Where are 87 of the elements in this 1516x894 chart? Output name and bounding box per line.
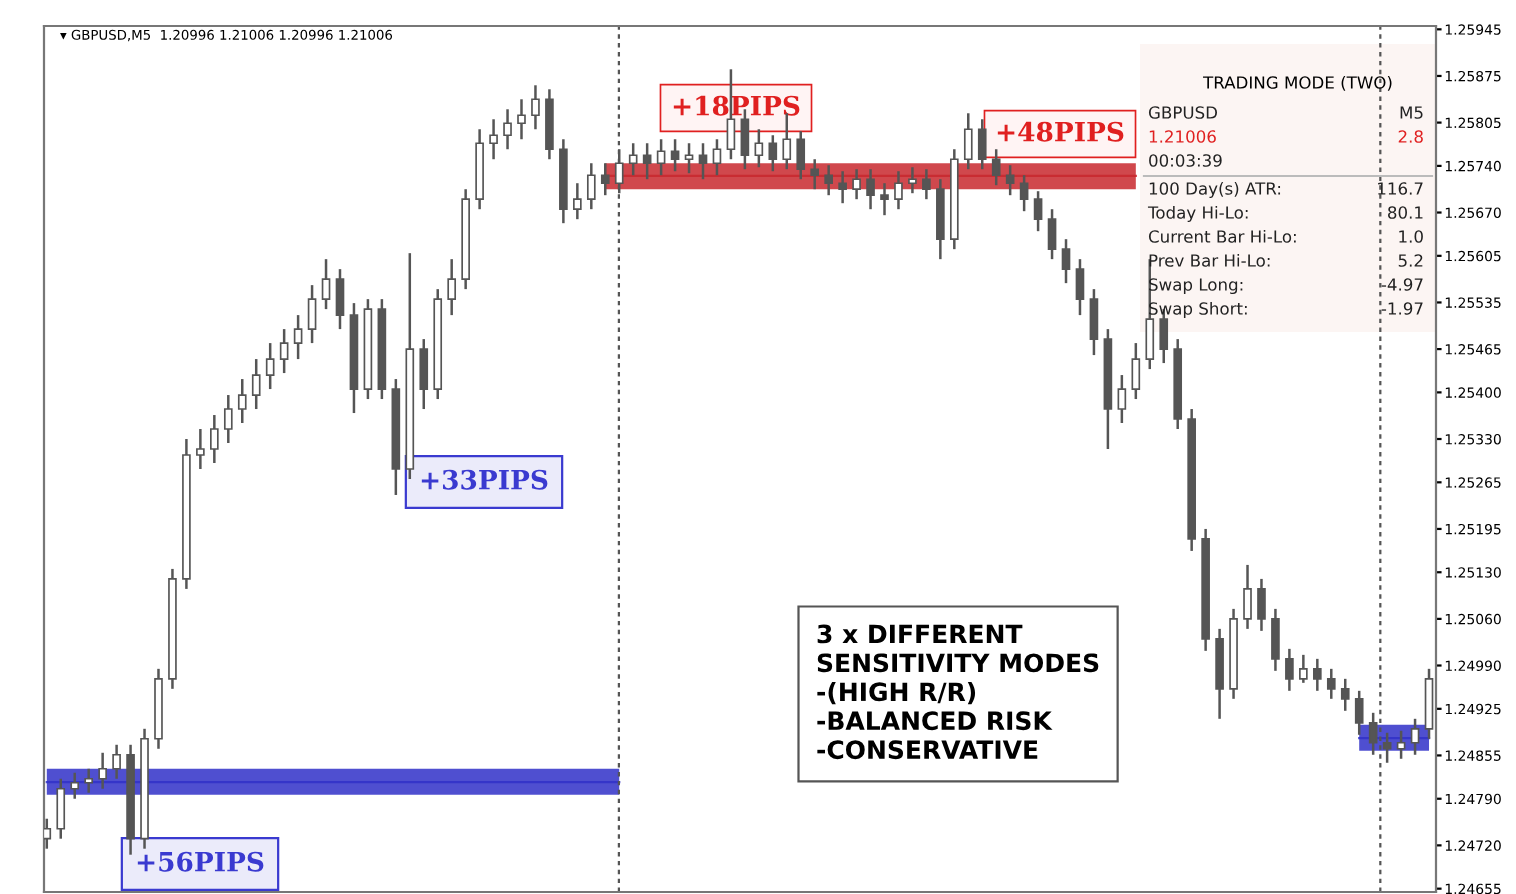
candlestick [419,337,429,411]
candlestick [210,413,219,465]
annotation: 1.21006 [1149,130,1216,143]
annotation: Current Bar Hi-Lo: [1148,229,1296,243]
candlestick [293,313,303,361]
candlestick [824,163,833,197]
candlestick [977,118,987,171]
candlestick [670,138,680,173]
annotation: 3 x DIFFERENT SENSITIVITY MODES -(HIGH R/R) -BALANCED RISK -CONSERVATIVE [817,624,1099,760]
candlestick [628,141,638,177]
candlestick [1257,577,1266,633]
candlestick [489,118,498,161]
annotation: 100 Day(s) ATR: [1149,181,1281,199]
candlestick [1117,373,1127,425]
candlestick [1075,257,1085,317]
candlestick [712,138,722,177]
candlestick [112,743,121,780]
candlestick [656,138,666,177]
candlestick [810,157,820,191]
candlestick [1326,667,1336,701]
annotation: M5 [1400,106,1423,119]
candlestick [237,377,247,425]
candlestick [642,141,652,181]
annotation: GBPUSD [1148,106,1218,119]
annotation: Today Hi-Lo: [1147,205,1248,223]
candlestick [56,777,66,840]
candlestick [852,167,861,201]
candlestick [265,341,275,391]
candlestick [307,283,317,345]
annotation: 116.7 [1378,182,1423,195]
candlestick [44,817,52,850]
annotation: 2.8 [1398,130,1423,143]
candlestick [573,181,582,221]
candlestick [98,751,107,790]
candlestick [251,357,261,411]
candlestick [503,108,512,151]
candlestick [963,112,973,171]
annotation: +56PIPS [137,851,264,872]
candlestick [531,84,540,131]
candlestick [223,393,233,445]
candlestick [335,267,345,331]
candlestick [838,169,847,205]
candlestick [1299,653,1308,685]
candlestick [922,167,931,201]
candlestick [1047,207,1057,261]
candlestick [1243,563,1252,631]
annotation: Prev Bar Hi-Lo: [1149,253,1270,267]
candlestick [586,161,596,211]
candlestick [991,147,1001,187]
candlestick [70,771,80,800]
candlestick [600,161,610,197]
candlestick [684,141,694,175]
candlestick [1089,287,1099,357]
candlestick [698,141,708,181]
candlestick [796,130,806,181]
candlestick [84,767,94,794]
candlestick [1312,657,1322,693]
annotation: +48PIPS [997,121,1124,142]
candlestick [880,181,889,217]
candlestick [279,327,289,375]
candlestick [1340,677,1350,713]
annotation: 00:03:39 [1149,154,1222,167]
candlestick [908,165,917,195]
candlestick [1005,163,1015,197]
candlestick [894,169,903,211]
candlestick [1354,689,1364,737]
candlestick [321,257,331,311]
candlestick [517,98,526,141]
candlestick [447,257,457,317]
annotation: 5.2 [1398,254,1423,267]
candlestick [1033,189,1043,233]
annotation: 80.1 [1388,206,1423,219]
annotation: -4.97 [1381,278,1423,291]
candlestick [1019,173,1029,213]
candlestick [1131,341,1141,401]
candlestick [866,167,875,211]
candlestick [1285,647,1294,693]
annotation: -1.97 [1381,302,1423,315]
annotation: +33PIPS [421,469,548,490]
annotation: TRADING MODE (TWO) [1203,75,1392,91]
candlestick [768,134,778,173]
candlestick [1061,237,1071,285]
candlestick [1271,607,1280,673]
annotation: 1.0 [1399,230,1423,243]
candlestick [1410,717,1420,757]
candlestick [1396,729,1406,761]
candlestick [196,427,205,471]
